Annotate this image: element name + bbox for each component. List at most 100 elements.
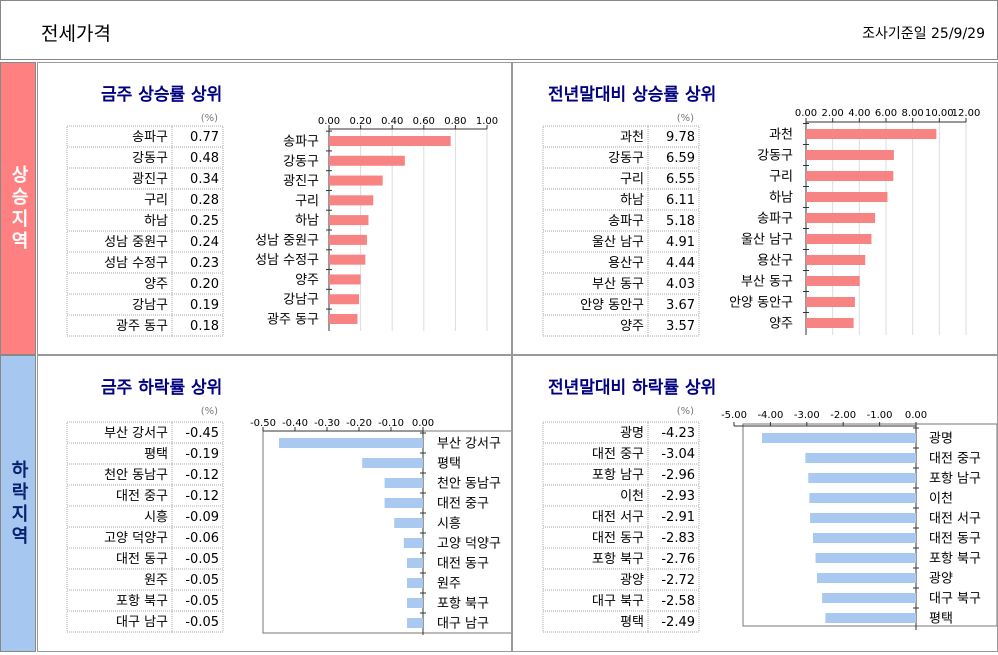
section-label: 하락지역 xyxy=(0,355,36,652)
bar xyxy=(329,294,360,305)
table-value: -2.76 xyxy=(661,552,695,567)
chart: 금주 하락률 상위 (%) 부산 강서구 -0.45 평택 -0.19 천안 동남구 -0.1… xyxy=(66,378,515,635)
table-value: -2.72 xyxy=(661,573,695,588)
bar xyxy=(403,538,423,548)
bar xyxy=(806,129,937,139)
y-tick-label: 구리 xyxy=(295,194,319,209)
table-region: 강동구 xyxy=(132,151,168,166)
y-tick-label: 대전 동구 xyxy=(437,557,489,572)
x-tick-label: 6.00 xyxy=(875,108,897,119)
bar xyxy=(808,473,916,483)
table-region: 송파구 xyxy=(132,130,168,145)
table-value: 6.55 xyxy=(666,172,695,187)
bar xyxy=(806,255,866,265)
x-tick-label: 8.00 xyxy=(902,108,924,119)
bar xyxy=(806,276,860,286)
y-tick-label: 송파구 xyxy=(757,212,793,227)
x-tick-label: 0.20 xyxy=(349,116,371,127)
table-value: 3.57 xyxy=(666,319,695,334)
bar xyxy=(329,274,361,285)
x-tick-label: 0.00 xyxy=(412,418,434,429)
table-value: -3.04 xyxy=(661,447,695,462)
chart-panel: 금주 상승률 상위 (%) 송파구 0.77 강동구 0.48 광진구 0.34 구리 0.28 하… xyxy=(37,62,512,355)
unit-label: (%) xyxy=(677,113,694,124)
bar xyxy=(816,573,916,583)
table-region: 대전 중구 xyxy=(116,489,168,504)
bar xyxy=(806,171,894,181)
y-tick-label: 천안 동남구 xyxy=(437,477,501,492)
chart-title: 전년말대비 상승률 상위 xyxy=(548,84,716,105)
x-tick-label: 0.80 xyxy=(444,116,466,127)
table-value: 4.91 xyxy=(666,235,695,250)
table-region: 광진구 xyxy=(132,172,168,187)
table-value: -0.09 xyxy=(185,510,219,525)
table-value: -0.05 xyxy=(185,615,219,630)
table-value: 3.67 xyxy=(666,298,695,313)
table-region: 포항 북구 xyxy=(592,552,644,567)
x-tick-label: -0.30 xyxy=(314,418,340,429)
bar xyxy=(329,234,367,245)
table-region: 과천 xyxy=(620,130,644,145)
chart: 전년말대비 하락률 상위 (%) 광명 -4.23 대전 중구 -3.04 포항 남구 -2.… xyxy=(542,377,998,633)
x-tick-label: 2.00 xyxy=(822,108,844,119)
table-region: 포항 남구 xyxy=(592,468,644,483)
x-tick-label: -4.00 xyxy=(757,410,783,421)
bar xyxy=(329,155,405,166)
unit-label: (%) xyxy=(201,113,218,124)
table-region: 대구 북구 xyxy=(592,594,644,609)
bar xyxy=(329,175,383,186)
x-tick-label: -5.00 xyxy=(721,410,747,421)
y-tick-label: 포항 북구 xyxy=(929,552,981,567)
table-region: 평택 xyxy=(144,447,168,462)
table-value: 0.24 xyxy=(190,235,219,250)
table-region: 대전 중구 xyxy=(592,447,644,462)
y-tick-label: 성남 수정구 xyxy=(255,253,319,268)
bar xyxy=(806,297,855,307)
table-value: 0.23 xyxy=(190,256,219,271)
table-value: -0.12 xyxy=(185,489,219,504)
table-value: 6.11 xyxy=(666,193,695,208)
x-tick-label: 0.00 xyxy=(905,410,927,421)
table-value: 0.18 xyxy=(190,319,219,334)
table-value: 0.28 xyxy=(190,193,219,208)
table-cell xyxy=(66,314,173,337)
table-value: -0.45 xyxy=(185,426,219,441)
header: 전세가격 조사기준일 25/9/29 xyxy=(0,0,998,60)
table-region: 안양 동안구 xyxy=(580,298,644,313)
table-value: -4.23 xyxy=(661,426,695,441)
table-region: 시흥 xyxy=(144,510,168,525)
x-tick-label: -0.40 xyxy=(282,418,308,429)
x-tick-label: 0.60 xyxy=(413,116,435,127)
table-value: 0.19 xyxy=(190,298,219,313)
bar xyxy=(384,478,423,488)
x-tick-label: 4.00 xyxy=(848,108,870,119)
y-tick-label: 시흥 xyxy=(437,517,461,532)
y-tick-label: 과천 xyxy=(769,128,793,143)
chart-panel: 금주 하락률 상위 (%) 부산 강서구 -0.45 평택 -0.19 천안 동남구 -0.1… xyxy=(37,355,515,652)
table-value: -0.05 xyxy=(185,573,219,588)
y-tick-label: 광명 xyxy=(929,432,953,447)
bar xyxy=(825,613,916,623)
bar xyxy=(407,598,423,608)
table-value: -0.12 xyxy=(185,468,219,483)
chart-title: 금주 하락률 상위 xyxy=(101,378,222,398)
table-value: 0.48 xyxy=(190,151,219,166)
y-tick-label: 포항 남구 xyxy=(929,472,981,487)
table-region: 하남 xyxy=(620,193,644,208)
bar xyxy=(329,195,374,206)
y-tick-label: 평택 xyxy=(929,612,953,627)
y-tick-label: 원주 xyxy=(437,577,461,592)
table-value: -0.05 xyxy=(185,594,219,609)
bar xyxy=(329,136,451,146)
table-region: 원주 xyxy=(144,573,168,588)
x-tick-label: 1.00 xyxy=(476,116,498,127)
y-tick-label: 광주 동구 xyxy=(267,313,319,328)
y-tick-label: 고양 덕양구 xyxy=(437,537,501,552)
table-region: 대전 서구 xyxy=(592,510,644,525)
table-region: 광명 xyxy=(620,426,644,441)
table-value: -0.06 xyxy=(185,531,219,546)
y-tick-label: 광양 xyxy=(929,572,953,587)
bar xyxy=(805,453,916,463)
chart-title: 전년말대비 하락률 상위 xyxy=(548,377,716,398)
y-tick-label: 양주 xyxy=(295,273,319,288)
